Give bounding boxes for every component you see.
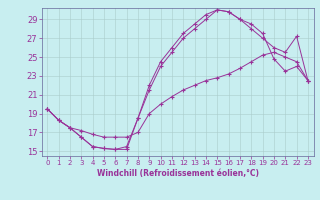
X-axis label: Windchill (Refroidissement éolien,°C): Windchill (Refroidissement éolien,°C): [97, 169, 259, 178]
